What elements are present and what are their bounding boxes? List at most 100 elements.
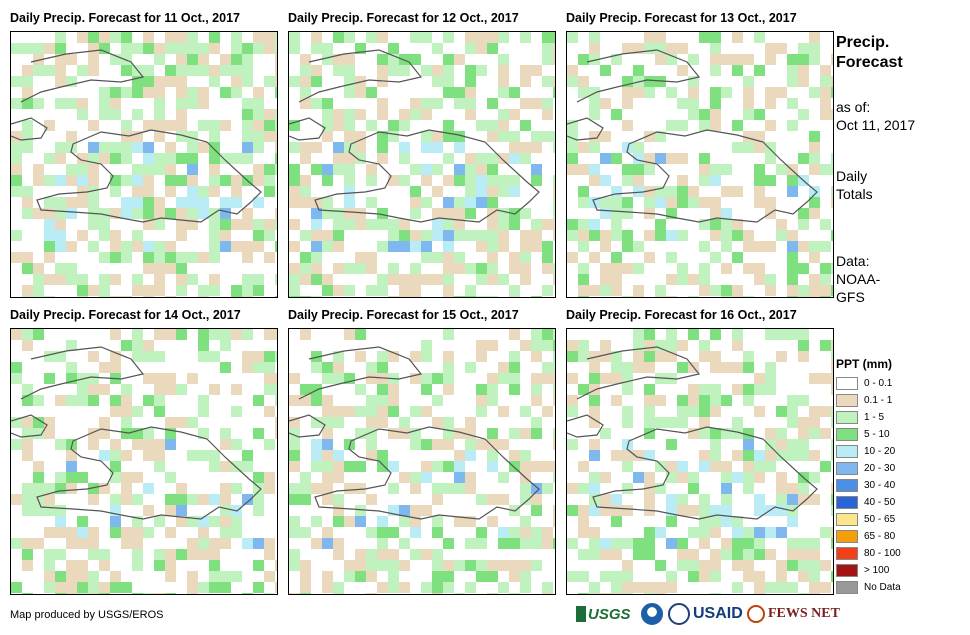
legend-label: No Data: [864, 581, 901, 593]
legend-row: 0.1 - 1: [836, 393, 892, 407]
jamaica-outline: [289, 414, 326, 438]
jamaica-outline: [567, 117, 604, 141]
cuba-outline: [576, 49, 701, 103]
legend-row: 50 - 65: [836, 512, 895, 526]
panel-title-oct14: Daily Precip. Forecast for 14 Oct., 2017: [10, 308, 241, 322]
legend-swatch: [836, 410, 858, 424]
cuba-outline: [576, 346, 701, 400]
legend-row: No Data: [836, 580, 901, 594]
legend-label: 1 - 5: [864, 411, 885, 423]
fews-net-icon: [747, 605, 765, 623]
legend-label: 40 - 50: [864, 496, 896, 508]
legend-swatch: [836, 580, 858, 594]
legend-swatch: [836, 461, 858, 475]
legend-swatch: [836, 427, 858, 441]
legend-swatch: [836, 529, 858, 543]
panel-title-oct15: Daily Precip. Forecast for 15 Oct., 2017: [288, 308, 519, 322]
forecast-map-oct14: [10, 328, 278, 595]
legend-swatch: [836, 478, 858, 492]
hispaniola-outline: [36, 129, 262, 223]
forecast-map-oct12: [288, 31, 556, 298]
forecast-map-oct13: [566, 31, 834, 298]
totals-line1: Daily: [836, 168, 868, 184]
legend-row: 5 - 10: [836, 427, 890, 441]
forecast-map-oct16: [566, 328, 834, 595]
legend-label: 50 - 65: [864, 513, 896, 525]
cuba-outline: [298, 346, 423, 400]
precip-grid: [11, 32, 277, 297]
data-source-line3: GFS: [836, 289, 865, 305]
cuba-outline: [298, 49, 423, 103]
legend-row: 0 - 0.1: [836, 376, 892, 390]
legend-swatch: [836, 376, 858, 390]
jamaica-outline: [11, 414, 48, 438]
legend-label: 10 - 20: [864, 445, 896, 457]
precip-grid: [567, 32, 833, 297]
jamaica-outline: [11, 117, 48, 141]
usaid-logo: USAID: [693, 602, 743, 626]
precip-grid: [289, 329, 555, 594]
legend-label: 65 - 80: [864, 530, 896, 542]
map-credit: Map produced by USGS/EROS: [10, 609, 164, 621]
forecast-map-oct11: [10, 31, 278, 298]
cuba-outline: [20, 346, 145, 400]
legend-row: 10 - 20: [836, 444, 895, 458]
as-of-block: as of: Oct 11, 2017: [836, 98, 915, 134]
hispaniola-outline: [592, 129, 818, 223]
totals-line2: Totals: [836, 186, 873, 202]
dhs-seal-icon: [668, 603, 690, 625]
usaid-logo-text: USAID: [693, 605, 743, 622]
legend-swatch: [836, 563, 858, 577]
data-source-block: Data: NOAA- GFS: [836, 252, 880, 306]
legend-label: 0.1 - 1: [864, 394, 893, 406]
precip-grid: [11, 329, 277, 594]
legend-swatch: [836, 495, 858, 509]
sidebar-title-line2: Forecast: [836, 54, 903, 71]
legend-label: 20 - 30: [864, 462, 896, 474]
hispaniola-outline: [592, 426, 818, 520]
precip-grid: [567, 329, 833, 594]
legend-label: > 100: [864, 564, 890, 576]
legend-row: > 100: [836, 563, 889, 577]
legend-swatch: [836, 512, 858, 526]
jamaica-outline: [289, 117, 326, 141]
data-source-line2: NOAA-: [836, 271, 881, 287]
noaa-logo-icon: [641, 603, 663, 625]
fews-net-logo-text: FEWS NET: [768, 606, 840, 621]
hispaniola-outline: [314, 426, 540, 520]
data-source-line1: Data:: [836, 253, 870, 269]
as-of-label: as of:: [836, 99, 871, 115]
legend-row: 80 - 100: [836, 546, 901, 560]
legend-label: 30 - 40: [864, 479, 896, 491]
legend-row: 40 - 50: [836, 495, 895, 509]
panel-title-oct13: Daily Precip. Forecast for 13 Oct., 2017: [566, 11, 797, 25]
legend-row: 30 - 40: [836, 478, 895, 492]
jamaica-outline: [567, 414, 604, 438]
totals-block: Daily Totals: [836, 167, 873, 203]
as-of-date: Oct 11, 2017: [836, 117, 916, 133]
usgs-logo-text: USGS: [588, 605, 631, 623]
sidebar-title: Precip. Forecast: [836, 33, 903, 73]
legend-label: 5 - 10: [864, 428, 890, 440]
legend-swatch: [836, 546, 858, 560]
legend-row: 65 - 80: [836, 529, 895, 543]
legend-row: 1 - 5: [836, 410, 884, 424]
panel-title-oct16: Daily Precip. Forecast for 16 Oct., 2017: [566, 308, 797, 322]
usgs-logo: USGS: [576, 602, 631, 626]
legend-label: 0 - 0.1: [864, 377, 893, 389]
panel-title-oct12: Daily Precip. Forecast for 12 Oct., 2017: [288, 11, 519, 25]
legend-swatch: [836, 393, 858, 407]
legend-row: 20 - 30: [836, 461, 895, 475]
legend-label: 80 - 100: [864, 547, 901, 559]
precip-grid: [289, 32, 555, 297]
hispaniola-outline: [314, 129, 540, 223]
sidebar-title-line1: Precip.: [836, 34, 890, 51]
panel-title-oct11: Daily Precip. Forecast for 11 Oct., 2017: [10, 11, 240, 25]
cuba-outline: [20, 49, 145, 103]
usgs-logo-mark: [576, 606, 586, 622]
legend-title: PPT (mm): [836, 357, 893, 371]
fews-net-logo: FEWS NET: [747, 602, 840, 626]
legend-swatch: [836, 444, 858, 458]
forecast-map-oct15: [288, 328, 556, 595]
hispaniola-outline: [36, 426, 262, 520]
